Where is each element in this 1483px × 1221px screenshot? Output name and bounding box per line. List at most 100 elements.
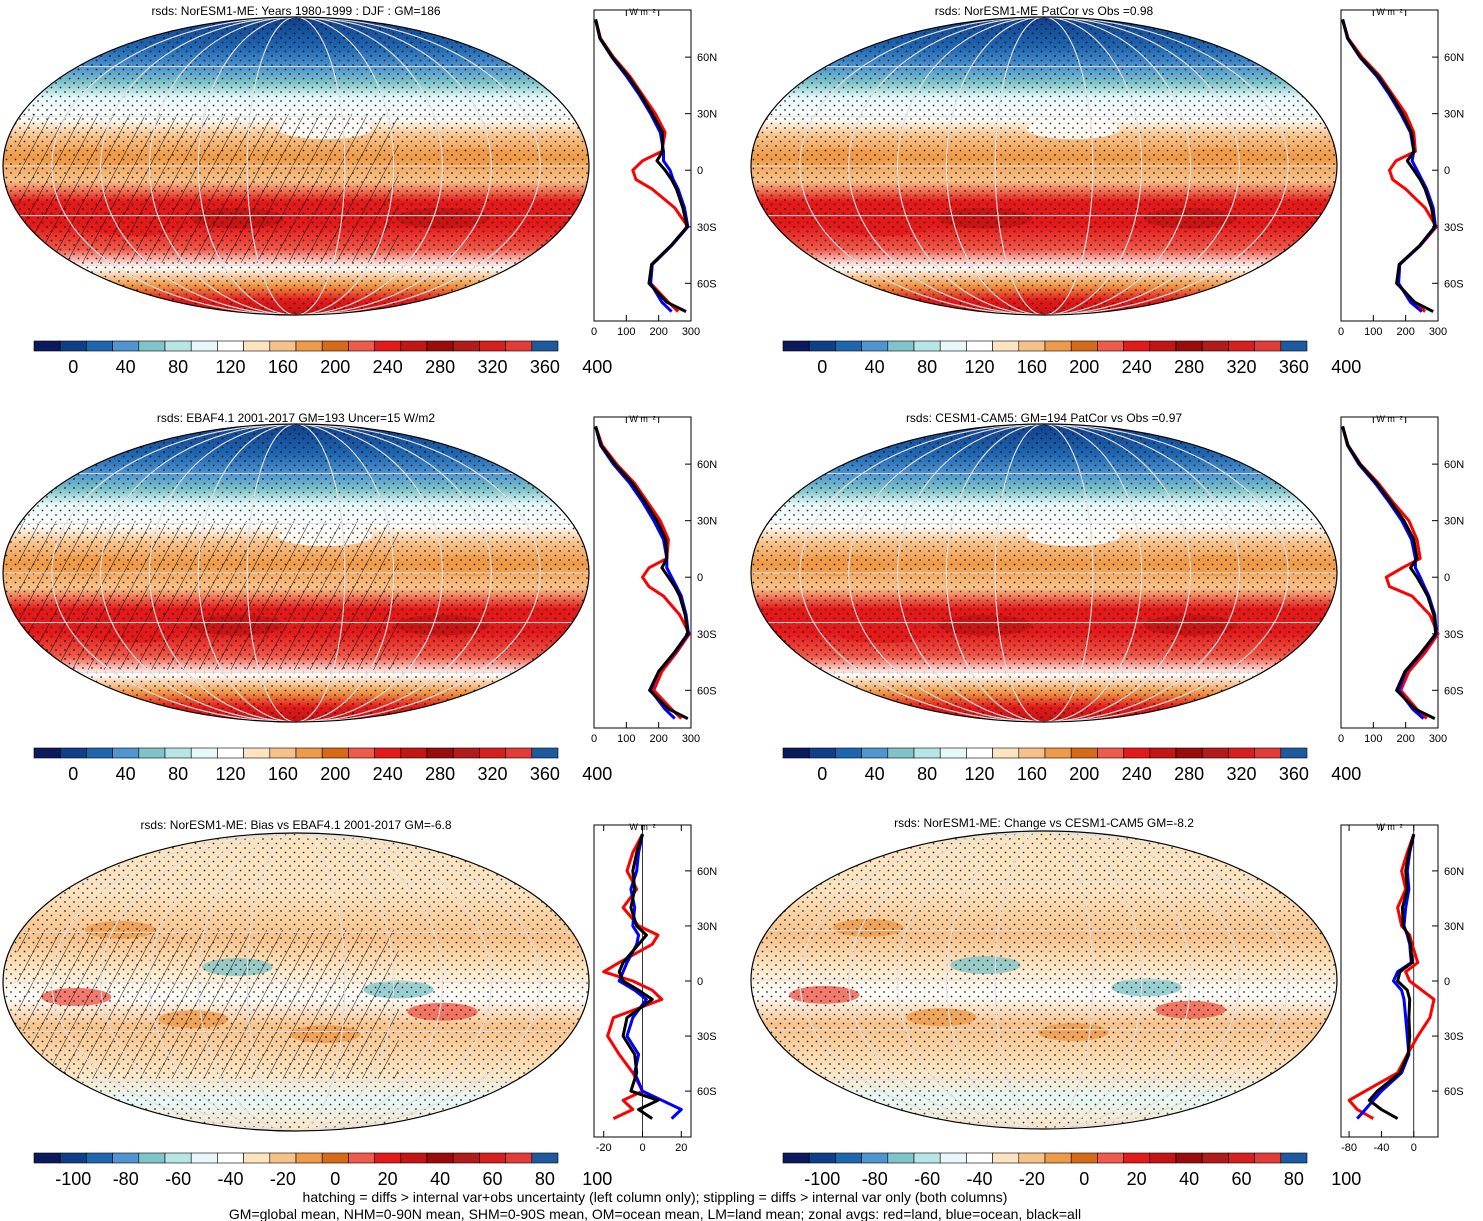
colorbar-swatch <box>321 340 349 352</box>
colorbar-swatch <box>295 340 323 352</box>
colorbar-swatch <box>1228 340 1255 352</box>
colorbar-swatch <box>138 340 166 352</box>
colorbar-label: 0 <box>817 764 827 784</box>
colorbar-swatch <box>138 1152 166 1164</box>
panel-title: rsds: EBAF4.1 2001-2017 GM=193 Uncer=15 … <box>157 411 435 425</box>
colorbar-swatch <box>913 340 941 352</box>
map <box>750 16 1338 316</box>
colorbar-swatch <box>505 1152 533 1164</box>
panel-title: rsds: CESM1-CAM5: GM=194 PatCor vs Obs =… <box>906 411 1182 425</box>
footer-line-2: GM=global mean, NHM=0-90N mean, SHM=0-90… <box>229 1206 1081 1221</box>
colorbar-swatch <box>400 1152 428 1164</box>
panel-1: rsds: NorESM1-ME: Years 1980-1999 : DJF … <box>2 4 717 377</box>
colorbar-label: 240 <box>1122 357 1152 377</box>
colorbar-swatch <box>112 340 140 352</box>
colorbar-swatch <box>531 340 559 352</box>
colorbar-swatch <box>913 747 941 759</box>
colorbar-swatch <box>1149 340 1177 352</box>
colorbar-swatch <box>33 1152 61 1164</box>
colorbar-label: 40 <box>1179 1169 1199 1189</box>
colorbar-swatch <box>452 340 480 352</box>
colorbar-label: -20 <box>270 1169 296 1189</box>
colorbar-label: 240 <box>1122 764 1152 784</box>
colorbar-swatch <box>1044 747 1072 759</box>
colorbar: 0 40 80 120 160 200 240 280 320 360 400 <box>782 340 1361 377</box>
gridline-lon <box>149 17 443 315</box>
lat-tick-label: 0 <box>1444 976 1450 988</box>
colorbar-swatch <box>835 1152 862 1164</box>
colorbar-label: 160 <box>1017 357 1047 377</box>
map <box>2 16 590 316</box>
colorbar-swatch <box>808 747 836 759</box>
x-tick-label: 300 <box>682 326 700 338</box>
map <box>750 423 1338 723</box>
colorbar-swatch <box>966 747 993 759</box>
colorbar-swatch <box>835 340 862 352</box>
colorbar-swatch <box>887 1152 915 1164</box>
colorbar-swatch <box>1097 340 1124 352</box>
lat-tick-label: 60S <box>1444 685 1464 697</box>
colorbar-swatch <box>479 1152 506 1164</box>
lat-tick-label: 60S <box>697 685 717 697</box>
x-tick-label: 200 <box>1396 733 1414 745</box>
panel-title: rsds: NorESM1-ME: Change vs CESM1-CAM5 G… <box>894 816 1194 830</box>
colorbar-label: 0 <box>68 764 78 784</box>
x-tick-label: 300 <box>1429 326 1447 338</box>
colorbar-swatch <box>1254 747 1282 759</box>
map-body <box>751 831 1337 1129</box>
x-tick-label: 100 <box>1364 326 1382 338</box>
colorbar-label: -100 <box>55 1169 91 1189</box>
x-tick-label: 20 <box>675 1142 687 1154</box>
series-line <box>1356 833 1416 1120</box>
gridline-lon <box>246 833 346 1131</box>
colorbar-label: 40 <box>116 357 136 377</box>
colorbar-swatch <box>33 747 61 759</box>
lat-tick-label: 30N <box>697 109 717 121</box>
colorbar-swatch <box>217 340 244 352</box>
x-tick-label: 0 <box>591 326 597 338</box>
map-outline <box>750 423 1338 723</box>
colorbar-label: 200 <box>1069 357 1099 377</box>
panel-6: rsds: NorESM1-ME: Change vs CESM1-CAM5 G… <box>750 816 1464 1189</box>
colorbar-swatch <box>164 747 192 759</box>
colorbar-label: 80 <box>168 764 188 784</box>
x-tick-label: 0 <box>639 1142 645 1154</box>
gridline-lon <box>149 833 443 1131</box>
series-line <box>1347 833 1436 1120</box>
colorbar-label: 0 <box>330 1169 340 1189</box>
colorbar-swatch <box>452 1152 480 1164</box>
x-tick-label: 0 <box>1338 733 1344 745</box>
colorbar-label: 200 <box>320 764 350 784</box>
gridline-lon <box>246 424 346 722</box>
gridline-lon <box>945 424 1143 722</box>
colorbar-label: -40 <box>217 1169 243 1189</box>
colorbar-label: -100 <box>804 1169 840 1189</box>
colorbar-label: -20 <box>1019 1169 1045 1189</box>
map-body <box>751 424 1337 722</box>
lat-tick-label: 60S <box>697 278 717 290</box>
series-line <box>1341 19 1437 313</box>
colorbar-swatch <box>1149 747 1177 759</box>
profile-frame <box>1340 9 1439 322</box>
colorbar-label: 80 <box>535 1169 555 1189</box>
colorbar-label: 40 <box>865 357 885 377</box>
map-outline <box>2 16 590 316</box>
colorbar-swatch <box>835 747 862 759</box>
colorbar-swatch <box>913 1152 941 1164</box>
colorbar-label: 120 <box>964 357 994 377</box>
colorbar-swatch <box>939 340 967 352</box>
colorbar-swatch <box>217 1152 244 1164</box>
colorbar-swatch <box>86 1152 113 1164</box>
lat-tick-label: 30S <box>697 222 717 234</box>
colorbar-label: 280 <box>425 357 455 377</box>
colorbar-swatch <box>321 1152 349 1164</box>
hatching <box>17 929 399 1079</box>
colorbar-swatch <box>400 747 428 759</box>
unit-label: W m⁻² <box>1376 822 1402 832</box>
colorbar-swatch <box>426 340 454 352</box>
series-line <box>617 833 660 1120</box>
colorbar-swatch <box>1123 747 1151 759</box>
colorbar-swatch <box>531 1152 559 1164</box>
colorbar-label: -80 <box>113 1169 139 1189</box>
colorbar-swatch <box>505 747 533 759</box>
